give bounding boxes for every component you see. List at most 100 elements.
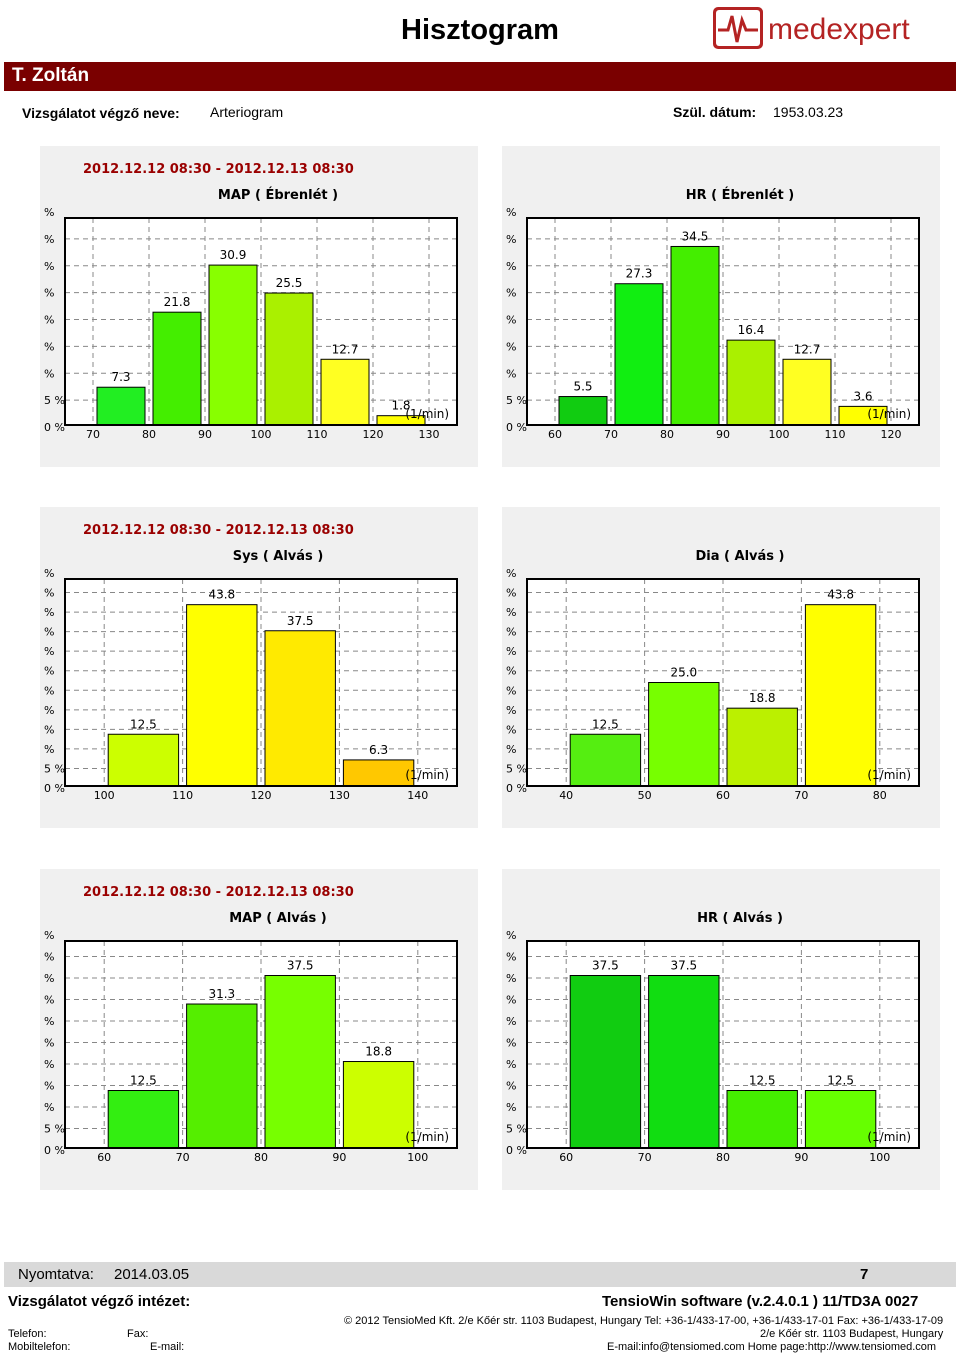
page-title: Hisztogram [401, 14, 559, 46]
y-axis-label: % [506, 567, 516, 580]
bar-value-label: 6.3 [369, 743, 388, 757]
mobile-label: Mobiltelefon: [8, 1341, 71, 1353]
histogram-bar [726, 1090, 798, 1149]
y-axis-label: % [506, 972, 516, 985]
y-axis-label: 0 % [506, 782, 527, 795]
y-axis-label: % [506, 367, 516, 380]
bar-value-label: 12.5 [592, 717, 619, 731]
histogram-bar [648, 682, 720, 787]
chart-title: MAP ( Ébrenlét ) [218, 187, 338, 203]
chart-panel-map-awake: 2012.12.12 08:30 - 2012.12.13 08:30 MAP (… [40, 146, 478, 467]
institute-label: Vizsgálatot végző intézet: [8, 1293, 191, 1310]
y-axis-label: % [506, 951, 516, 964]
histogram-bar [804, 1090, 877, 1149]
chart-panel-hr-awake: HR ( Ébrenlét )%%%%%%% 5 % 0 % 5.5 27.3 34.5 1… [502, 146, 940, 467]
chart-panel-sys-sleep: 2012.12.12 08:30 - 2012.12.13 08:30 Sys (… [40, 507, 478, 828]
x-tick-label: 120 [363, 428, 384, 441]
dob-label: Szül. dátum: [673, 104, 757, 120]
histogram-bar [558, 396, 608, 426]
y-axis-label: % [44, 665, 54, 678]
histogram-bar [208, 264, 258, 426]
y-axis-label: % [44, 1037, 54, 1050]
x-axis-unit: (1/min) [405, 768, 449, 782]
logo-text: medexpert [768, 13, 910, 46]
histogram-bar [670, 245, 720, 426]
y-axis-label: 5 % [44, 394, 65, 407]
plot-frame [64, 578, 458, 787]
bar-value-label: 12.7 [332, 342, 359, 356]
bar-value-label: 43.8 [208, 588, 235, 602]
plot-frame [64, 940, 458, 1149]
y-axis-label: 5 % [506, 1123, 527, 1136]
date-range: 2012.12.12 08:30 - 2012.12.13 08:30 [83, 162, 354, 177]
x-tick-label: 90 [716, 428, 730, 441]
footer-bar: Nyomtatva: 2014.03.05 7 [4, 1262, 956, 1287]
x-tick-label: 100 [869, 1151, 890, 1164]
company-logo: medexpert [712, 6, 952, 52]
x-tick-label: 40 [559, 789, 573, 802]
y-axis-label: % [506, 743, 516, 756]
histogram-bar [569, 975, 642, 1149]
y-axis-label: % [44, 567, 54, 580]
patient-bar: T. Zoltán [4, 62, 956, 91]
histogram-bar [342, 1061, 415, 1149]
x-tick-label: 110 [307, 428, 328, 441]
y-axis-label: % [44, 951, 54, 964]
histogram-bar [648, 975, 720, 1149]
y-axis-label: % [506, 340, 516, 353]
y-axis-label: % [506, 723, 516, 736]
histogram-bar [614, 283, 664, 426]
x-tick-label: 90 [794, 1151, 808, 1164]
x-tick-label: 100 [407, 1151, 428, 1164]
bar-value-label: 18.8 [749, 691, 776, 705]
y-axis-label: % [44, 367, 54, 380]
histogram-bar [186, 1003, 258, 1149]
y-axis-label: % [506, 1080, 516, 1093]
y-axis-label: % [506, 206, 516, 219]
x-axis-unit: (1/min) [867, 407, 911, 421]
y-axis-label: % [506, 233, 516, 246]
y-axis-label: % [506, 626, 516, 639]
x-tick-label: 110 [825, 428, 846, 441]
chart-panel-dia-sleep: Dia ( Alvás )%%%%%%%%%% 5 % 0 % 12.5 25.0 18.… [502, 507, 940, 828]
histogram-bar [342, 759, 415, 787]
email-label: E-mail: [150, 1341, 185, 1353]
histogram-bar [186, 604, 258, 787]
bar-value-label: 37.5 [287, 959, 314, 973]
bar-value-label: 12.5 [827, 1074, 854, 1088]
x-tick-label: 70 [604, 428, 618, 441]
chart-title: MAP ( Alvás ) [229, 911, 327, 926]
y-axis-label: 0 % [44, 782, 65, 795]
logo-mark-icon: medexpert [713, 7, 910, 49]
y-axis-label: 5 % [44, 762, 65, 775]
histogram-bar [96, 386, 146, 426]
copyright-text: © 2012 TensioMed Kft. 2/e Kőér str. 1103… [344, 1315, 944, 1327]
bar-value-label: 5.5 [573, 380, 592, 394]
bar-value-label: 27.3 [626, 267, 653, 281]
plot-frame [526, 217, 920, 426]
y-axis-label: % [506, 287, 516, 300]
x-tick-label: 110 [172, 789, 193, 802]
y-axis-label: % [506, 1015, 516, 1028]
y-axis-label: % [44, 704, 54, 717]
x-tick-label: 90 [198, 428, 212, 441]
x-tick-label: 70 [86, 428, 100, 441]
date-range: 2012.12.12 08:30 - 2012.12.13 08:30 [83, 523, 354, 538]
bar-value-label: 34.5 [682, 229, 709, 243]
y-axis-label: % [506, 1101, 516, 1114]
bar-value-label: 12.5 [130, 1074, 157, 1088]
y-axis-label: % [506, 260, 516, 273]
x-tick-label: 120 [881, 428, 902, 441]
histogram-bar [569, 733, 642, 787]
y-axis-label: % [506, 606, 516, 619]
x-axis-unit: (1/min) [405, 407, 449, 421]
address-text: 2/e Kőér str. 1103 Budapest, Hungary [760, 1328, 944, 1340]
histogram-bar [264, 292, 314, 426]
bar-value-label: 7.3 [111, 370, 130, 384]
bar-value-label: 1.8 [391, 399, 410, 413]
y-axis-label: % [44, 340, 54, 353]
x-tick-label: 80 [873, 789, 887, 802]
x-tick-label: 80 [660, 428, 674, 441]
y-axis-label: % [44, 723, 54, 736]
x-tick-label: 120 [251, 789, 272, 802]
